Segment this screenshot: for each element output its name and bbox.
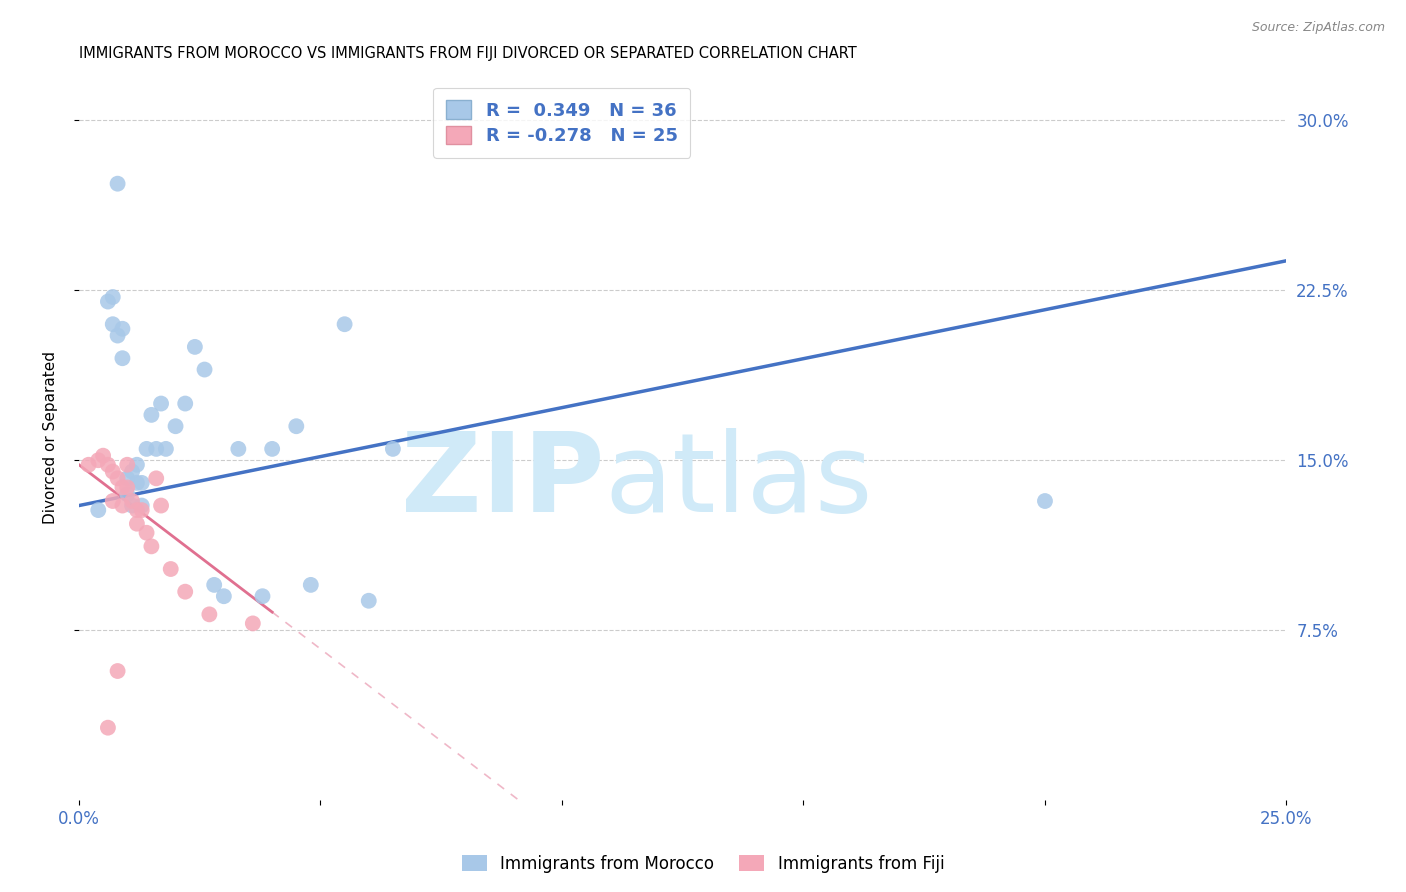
Point bbox=[117, 480, 139, 494]
Point bbox=[107, 328, 129, 343]
Point bbox=[97, 721, 120, 735]
Point bbox=[184, 340, 207, 354]
Point bbox=[1033, 494, 1056, 508]
Point bbox=[333, 317, 356, 331]
Point bbox=[77, 458, 100, 472]
Point bbox=[285, 419, 308, 434]
Point bbox=[87, 503, 110, 517]
Text: atlas: atlas bbox=[605, 427, 873, 534]
Point bbox=[242, 616, 264, 631]
Point bbox=[125, 516, 148, 531]
Point bbox=[165, 419, 187, 434]
Point bbox=[111, 499, 134, 513]
Point bbox=[135, 525, 157, 540]
Point bbox=[101, 290, 124, 304]
Point bbox=[125, 503, 148, 517]
Point bbox=[117, 471, 139, 485]
Point bbox=[111, 480, 134, 494]
Point bbox=[97, 458, 120, 472]
Point bbox=[97, 294, 120, 309]
Point bbox=[155, 442, 177, 456]
Point bbox=[101, 317, 124, 331]
Point bbox=[262, 442, 284, 456]
Point bbox=[228, 442, 250, 456]
Legend: R =  0.349   N = 36, R = -0.278   N = 25: R = 0.349 N = 36, R = -0.278 N = 25 bbox=[433, 87, 690, 158]
Y-axis label: Divorced or Separated: Divorced or Separated bbox=[44, 351, 58, 524]
Point bbox=[202, 578, 225, 592]
Point bbox=[107, 471, 129, 485]
Point bbox=[111, 322, 134, 336]
Point bbox=[111, 351, 134, 366]
Point bbox=[121, 499, 143, 513]
Point bbox=[145, 442, 167, 456]
Point bbox=[125, 458, 148, 472]
Point bbox=[198, 607, 221, 622]
Point bbox=[101, 494, 124, 508]
Point bbox=[381, 442, 404, 456]
Point bbox=[107, 177, 129, 191]
Text: ZIP: ZIP bbox=[401, 427, 605, 534]
Point bbox=[131, 499, 153, 513]
Point bbox=[125, 475, 148, 490]
Point bbox=[107, 664, 129, 678]
Point bbox=[357, 593, 380, 607]
Point bbox=[193, 362, 215, 376]
Point bbox=[174, 584, 197, 599]
Point bbox=[121, 494, 143, 508]
Point bbox=[117, 458, 139, 472]
Point bbox=[121, 465, 143, 479]
Text: IMMIGRANTS FROM MOROCCO VS IMMIGRANTS FROM FIJI DIVORCED OR SEPARATED CORRELATIO: IMMIGRANTS FROM MOROCCO VS IMMIGRANTS FR… bbox=[79, 46, 856, 62]
Point bbox=[299, 578, 322, 592]
Point bbox=[141, 540, 163, 554]
Point bbox=[91, 449, 114, 463]
Point bbox=[101, 465, 124, 479]
Point bbox=[150, 396, 173, 410]
Legend: Immigrants from Morocco, Immigrants from Fiji: Immigrants from Morocco, Immigrants from… bbox=[456, 848, 950, 880]
Point bbox=[212, 589, 235, 603]
Point bbox=[131, 503, 153, 517]
Point bbox=[87, 453, 110, 467]
Point bbox=[117, 487, 139, 501]
Text: Source: ZipAtlas.com: Source: ZipAtlas.com bbox=[1251, 21, 1385, 34]
Point bbox=[159, 562, 181, 576]
Point bbox=[131, 475, 153, 490]
Point bbox=[145, 471, 167, 485]
Point bbox=[252, 589, 274, 603]
Point bbox=[141, 408, 163, 422]
Point bbox=[174, 396, 197, 410]
Point bbox=[135, 442, 157, 456]
Point bbox=[150, 499, 173, 513]
